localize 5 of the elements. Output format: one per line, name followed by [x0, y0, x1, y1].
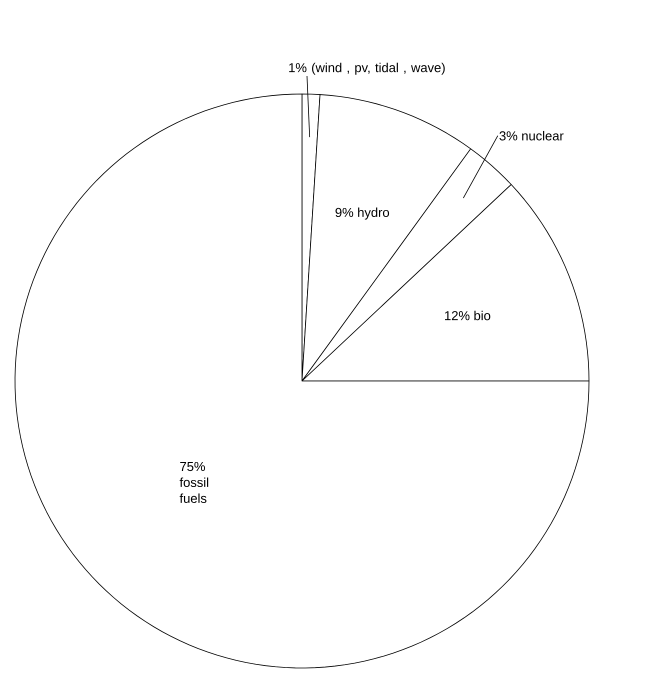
- slice-label: 1% (wind , pv, tidal , wave): [289, 62, 445, 75]
- slice-label: 3% nuclear: [499, 130, 564, 140]
- slice-label: 75% fossil fuels: [180, 462, 208, 503]
- slice-label: 9% hydro: [336, 208, 390, 220]
- slice-label: 12% bio: [445, 310, 490, 320]
